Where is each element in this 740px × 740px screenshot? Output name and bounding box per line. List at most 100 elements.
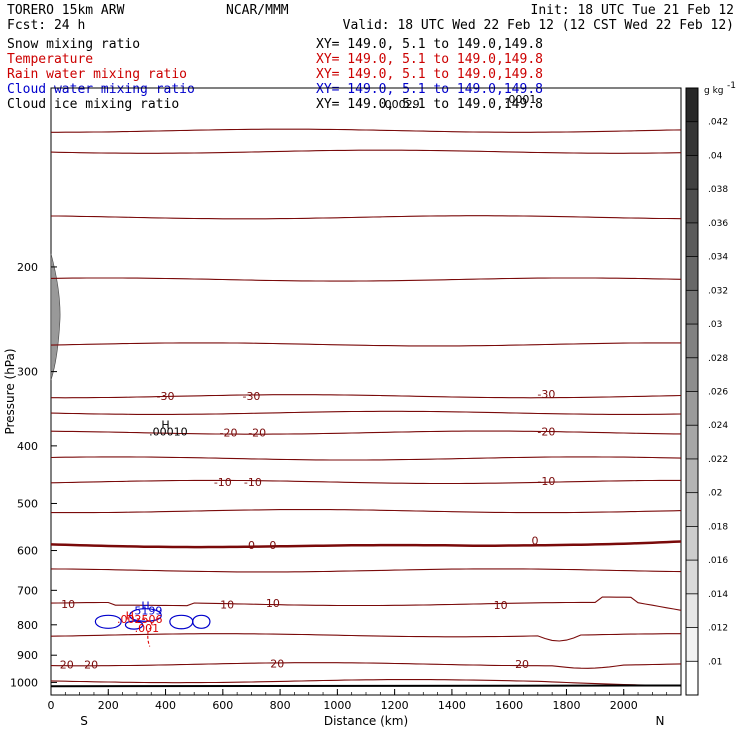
x-axis-title: Distance (km) [324, 714, 408, 728]
isotherm-label: 20 [515, 658, 529, 671]
colorbar-cell [686, 222, 698, 258]
isotherm-label: -20 [537, 425, 555, 438]
cloud-water-contour [169, 614, 194, 630]
center-title: NCAR/MMM [226, 3, 289, 18]
south-label: S [80, 714, 88, 728]
field-annotation: H [141, 600, 149, 613]
colorbar-tick-label: .026 [708, 388, 728, 398]
forecast-hour: Fcst: 24 h [7, 18, 85, 33]
colorbar-cell [686, 88, 698, 123]
field-name: Cloud water mixing ratio [7, 82, 195, 97]
plot-area: -30 -30 -30 -20 -20 -20 -10 -10 -10 0 0 0 10 10 10 10 20… [3, 87, 682, 728]
x-tick-label: 200 [98, 699, 119, 712]
y-tick-label: 1000 [10, 676, 38, 689]
isotherm--35 [50, 342, 681, 347]
colorbar-cell [686, 155, 698, 190]
colorbar-tick-label: .042 [708, 118, 728, 128]
x-tick-label: 2000 [610, 699, 638, 712]
field-annotation: .001 [135, 622, 160, 635]
rain-water-contour [136, 618, 153, 647]
isotherm-label: 10 [494, 599, 508, 612]
surface-line [50, 684, 682, 688]
y-tick-label: 200 [17, 261, 38, 274]
isotherm-label: 10 [220, 599, 234, 612]
colorbar-cell [686, 458, 698, 494]
colorbar-tick-label: .024 [708, 421, 728, 431]
isotherm-label: -20 [248, 427, 266, 440]
colorbar-cell [686, 324, 698, 359]
field-annotation: .0001 [505, 93, 537, 106]
colorbar-cell [686, 357, 698, 392]
x-tick-label: 400 [155, 699, 176, 712]
field-name: Snow mixing ratio [7, 37, 140, 52]
isotherm-0 [50, 540, 682, 549]
isotherm-label: -30 [157, 390, 175, 403]
isotherm-label: -20 [220, 427, 238, 440]
isotherm--15 [50, 456, 682, 461]
colorbar-tick-label: .014 [708, 590, 728, 600]
snow-shading [50, 253, 61, 381]
x-tick-label: 600 [212, 699, 233, 712]
isotherm-15 [50, 633, 681, 642]
colorbar-cell [686, 627, 698, 662]
north-label: N [656, 714, 665, 728]
isotherm-25 [50, 679, 682, 687]
colorbar-cell [686, 290, 698, 325]
isotherm-label: 10 [61, 598, 75, 611]
field-annotation: H [161, 419, 169, 432]
field-xy: XY= 149.0, 5.1 to 149.0,149.8 [316, 82, 543, 97]
cloud-water-contour [124, 620, 144, 630]
field-name: Rain water mixing ratio [7, 67, 187, 82]
isotherm--25 [50, 410, 682, 415]
colorbar-cell [686, 121, 698, 156]
isotherm-label: 0 [531, 534, 538, 547]
colorbar-tick-label: .04 [708, 151, 723, 161]
colorbar: .042 .04 .038 .036 .034 .032 .03 .028 .026 .024 .0… [685, 81, 736, 696]
colorbar-cell [686, 560, 698, 595]
x-tick-label: 1200 [381, 699, 409, 712]
isotherm-5 [50, 568, 682, 573]
isotherm--55 [51, 128, 682, 133]
x-tick-label: 0 [48, 699, 55, 712]
colorbar-tick-label: .012 [708, 624, 728, 634]
valid-time: Valid: 18 UTC Wed 22 Feb 12 (12 CST Wed … [343, 18, 734, 33]
colorbar-cell [686, 189, 698, 224]
isotherm-20 [50, 662, 682, 669]
x-tick-label: 800 [270, 699, 291, 712]
field-name: Cloud ice mixing ratio [7, 97, 179, 112]
field-xy: XY= 149.0, 5.1 to 149.0,149.8 [316, 97, 543, 112]
field-annotation: .00029 [381, 98, 420, 111]
colorbar-tick-label: .036 [708, 219, 728, 229]
isotherm--5 [51, 508, 682, 514]
colorbar-unit-exponent: -1 [727, 81, 736, 91]
colorbar-cell [686, 256, 698, 291]
colorbar-tick-label: .01 [708, 657, 722, 667]
header: TORERO 15km ARW NCAR/MMM Init: 18 UTC Tu… [7, 3, 734, 33]
isotherm-label: 20 [270, 657, 284, 670]
isotherm-label: -30 [242, 390, 260, 403]
isotherm-label: 10 [266, 597, 280, 610]
field-name: Temperature [7, 52, 93, 67]
colorbar-cell [686, 526, 698, 561]
colorbar-cell [686, 593, 698, 629]
y-axis-title: Pressure (hPa) [3, 348, 17, 434]
isotherm-label: -30 [537, 388, 555, 401]
field-annotation: 5199 [134, 604, 162, 617]
colorbar-tick-label: .028 [708, 354, 728, 364]
isotherm--40 [50, 277, 682, 282]
colorbar-tick-label: .03 [708, 320, 722, 330]
colorbar-tick-label: .016 [708, 556, 728, 566]
isotherm-label: 20 [84, 659, 98, 672]
isotherm-label: 0 [269, 539, 276, 552]
isotherm-label: -10 [214, 476, 232, 489]
colorbar-cell [686, 492, 698, 527]
field-annotation: .002506 [117, 613, 163, 626]
field-annotation: H [126, 609, 134, 622]
y-tick-label: 400 [17, 440, 38, 453]
colorbar-tick-label: .022 [708, 455, 728, 465]
x-tick-label: 1400 [438, 699, 466, 712]
isotherm--10 [50, 479, 681, 485]
colorbar-cell [686, 391, 698, 426]
